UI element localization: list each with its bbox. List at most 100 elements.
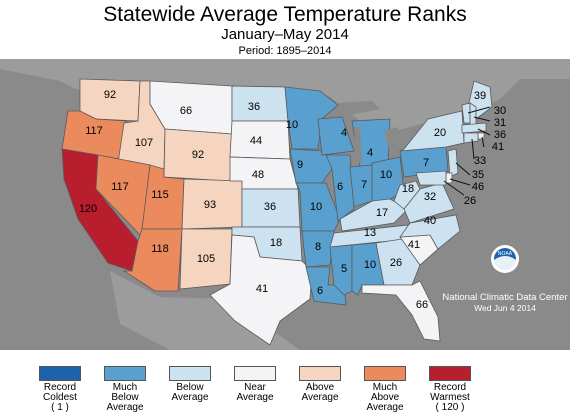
state-OH — [371, 156, 405, 204]
state-IL — [325, 154, 355, 222]
logo-text: NOAA — [498, 251, 513, 257]
rank-label-KS: 36 — [264, 201, 276, 213]
rank-label-IA: 9 — [297, 159, 303, 171]
legend-swatch — [364, 366, 406, 381]
rank-label-MD: 26 — [464, 195, 476, 207]
canada-land — [0, 59, 570, 131]
legend-swatch — [169, 366, 211, 381]
legend-label: Near Average — [236, 382, 274, 403]
rank-label-KY: 17 — [376, 207, 388, 219]
state-MS — [329, 244, 353, 296]
legend-swatch — [429, 366, 471, 381]
rank-label-OR: 117 — [85, 125, 103, 137]
rank-label-WV: 18 — [402, 183, 414, 195]
legend-item: Near Average — [220, 366, 290, 403]
rank-label-WY: 92 — [192, 149, 204, 161]
state-NH — [469, 102, 477, 126]
rank-label-MO: 10 — [310, 201, 322, 213]
legend-item: Record Coldest ( 1 ) — [25, 366, 95, 413]
state-NC — [399, 214, 461, 250]
rank-label-SD: 44 — [250, 135, 262, 147]
state-IA — [289, 148, 333, 184]
rank-label-TN: 13 — [364, 227, 376, 239]
ncdc-name: National Climatic Data Center — [442, 292, 568, 303]
state-WI — [317, 116, 355, 156]
rank-label-AZ: 118 — [151, 243, 169, 255]
legend-label: Much Below Average — [106, 382, 144, 413]
ncdc-date: Wed Jun 4 2014 — [474, 303, 536, 313]
map-subtitle: January–May 2014 — [221, 26, 349, 43]
legend-item: Below Average — [155, 366, 225, 403]
legend-label: Above Average — [301, 382, 339, 403]
rank-label-MT: 66 — [180, 105, 192, 117]
period-label: Period: 1895–2014 — [238, 45, 332, 57]
rank-label-CA: 120 — [79, 203, 97, 215]
rank-label-ID: 107 — [135, 137, 153, 149]
lake-superior — [336, 101, 380, 115]
legend-label: Much Above Average — [366, 382, 404, 413]
rank-label-MN: 10 — [286, 119, 298, 131]
noaa-logo-icon: NOAA — [491, 245, 519, 273]
map-panel: 92 117 120 107 117 66 92 115 118 93 105 36 44 48 36 18 4… — [0, 59, 570, 350]
rank-label-MA: 36 — [494, 129, 506, 141]
rank-label-CT: 33 — [474, 155, 486, 167]
state-GA — [375, 238, 421, 286]
rank-label-SC: 41 — [408, 239, 420, 251]
rank-label-NJ: 35 — [472, 169, 484, 181]
state-TX — [209, 234, 313, 346]
rank-label-MI: 4 — [367, 147, 373, 159]
legend-label: Record Coldest ( 1 ) — [43, 382, 77, 413]
rank-label-ME: 39 — [474, 90, 486, 102]
us-state-map: 9211712010711766921151189310536444836184… — [0, 59, 570, 350]
map-title: Statewide Average Temperature Ranks — [103, 3, 467, 26]
rank-label-PA: 7 — [423, 157, 429, 169]
legend-item: Above Average — [285, 366, 355, 403]
legend-label: Record Warmest ( 120 ) — [430, 382, 470, 413]
rank-label-NH: 31 — [494, 117, 506, 129]
rank-label-NM: 105 — [197, 253, 215, 265]
rank-label-IL: 6 — [337, 181, 343, 193]
rank-label-ND: 36 — [248, 101, 260, 113]
rank-label-LA: 6 — [317, 285, 323, 297]
rank-label-AL: 10 — [364, 259, 376, 271]
rank-label-AR: 8 — [315, 241, 321, 253]
state-NJ — [447, 148, 459, 178]
northeast-leaders — [443, 106, 491, 196]
rank-label-GA: 26 — [390, 257, 402, 269]
rank-label-NV: 117 — [111, 181, 129, 193]
legend-swatch — [104, 366, 146, 381]
rank-label-VA: 32 — [424, 191, 436, 203]
state-RI — [477, 132, 485, 140]
rank-label-OH: 10 — [380, 169, 392, 181]
state-FL — [361, 280, 441, 342]
legend-item: Much Above Average — [350, 366, 420, 413]
rank-label-IN: 7 — [361, 179, 367, 191]
rank-label-UT: 115 — [151, 189, 169, 201]
legend-swatch — [234, 366, 276, 381]
legend-label: Below Average — [171, 382, 209, 403]
state-CT — [463, 132, 479, 144]
rank-label-FL: 66 — [416, 299, 428, 311]
rank-label-VT: 30 — [494, 105, 506, 117]
rank-label-OK: 18 — [270, 237, 282, 249]
legend-item: Record Warmest ( 120 ) — [415, 366, 485, 413]
lake-huron — [384, 127, 400, 147]
rank-label-WA: 92 — [104, 89, 116, 101]
state-DE — [445, 172, 453, 184]
rank-label-MS: 5 — [341, 263, 347, 275]
rank-label-CO: 93 — [204, 199, 216, 211]
state-MD — [415, 170, 447, 186]
rank-label-RI: 41 — [492, 141, 504, 153]
rank-label-TX: 41 — [256, 283, 268, 295]
rank-label-NY: 20 — [434, 127, 446, 139]
state-WV — [393, 180, 421, 210]
legend-swatch — [299, 366, 341, 381]
legend-swatch — [39, 366, 81, 381]
rank-label-NE: 48 — [252, 169, 264, 181]
lake-michigan — [354, 127, 362, 163]
rank-label-NC: 40 — [424, 215, 436, 227]
legend-item: Much Below Average — [90, 366, 160, 413]
state-AR — [301, 230, 335, 268]
state-rank-labels: 9211712010711766921151189310536444836184… — [79, 89, 506, 311]
rank-label-DE: 46 — [472, 181, 484, 193]
